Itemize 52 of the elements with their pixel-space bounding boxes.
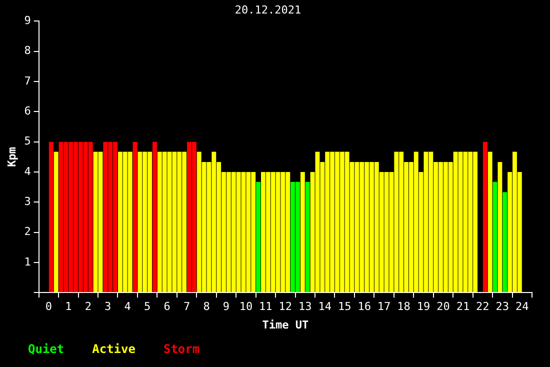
y-tick-label: 2 xyxy=(24,225,31,238)
y-tick-label: 3 xyxy=(24,194,31,208)
y-tick-label: 4 xyxy=(24,164,32,178)
bar xyxy=(498,162,502,292)
chart-title: 20.12.2021 xyxy=(234,3,302,16)
bar xyxy=(256,182,261,292)
x-tick-label: 24 xyxy=(516,300,530,314)
x-tick-label: 11 xyxy=(259,300,272,314)
x-tick-label: 20 xyxy=(436,300,450,314)
x-tick-label: 1 xyxy=(65,300,72,314)
bar xyxy=(54,152,58,292)
bar xyxy=(502,192,508,292)
text: Storm xyxy=(163,342,200,356)
y-tick-label: 8 xyxy=(24,44,31,58)
x-tick-label: 3 xyxy=(104,300,112,314)
y-tick-label: 9 xyxy=(24,14,31,28)
bar xyxy=(132,142,138,292)
x-tick-label: 4 xyxy=(124,300,132,314)
x-tick-label: 23 xyxy=(496,300,510,314)
y-tick-label: 6 xyxy=(24,104,31,118)
bar xyxy=(48,142,54,292)
x-tick-label: 7 xyxy=(183,300,190,314)
x-tick-label: 9 xyxy=(222,300,230,314)
x-tick-label: 19 xyxy=(416,300,430,314)
y-tick-label: 7 xyxy=(24,74,31,88)
y-axis-title: Kpm xyxy=(5,146,18,167)
bar xyxy=(300,172,305,292)
x-tick-label: 0 xyxy=(45,300,52,314)
x-tick-label: 15 xyxy=(338,300,352,314)
x-tick-label: 22 xyxy=(476,300,490,314)
x-tick-label: 8 xyxy=(203,300,210,314)
bar xyxy=(482,142,488,292)
x-axis-title: Time UT xyxy=(262,318,309,332)
bar xyxy=(488,152,492,292)
bar xyxy=(305,182,310,292)
x-tick-label: 13 xyxy=(298,300,312,314)
x-tick-label: 10 xyxy=(239,300,253,314)
x-tick-label: 21 xyxy=(456,300,470,314)
text: Quiet xyxy=(28,342,64,356)
x-tick-label: 17 xyxy=(377,300,391,314)
y-tick-label: 5 xyxy=(24,134,31,148)
x-tick-label: 12 xyxy=(278,300,292,314)
x-tick-label: 18 xyxy=(397,300,410,314)
bar xyxy=(152,142,157,292)
x-tick-label: 2 xyxy=(84,300,92,314)
text: Active xyxy=(92,342,136,356)
x-tick-label: 16 xyxy=(358,300,371,314)
y-tick-label: 1 xyxy=(24,255,31,268)
bar xyxy=(492,182,498,292)
x-tick-label: 5 xyxy=(144,300,151,314)
x-tick-label: 14 xyxy=(318,300,332,314)
x-tick-label: 6 xyxy=(164,300,170,314)
